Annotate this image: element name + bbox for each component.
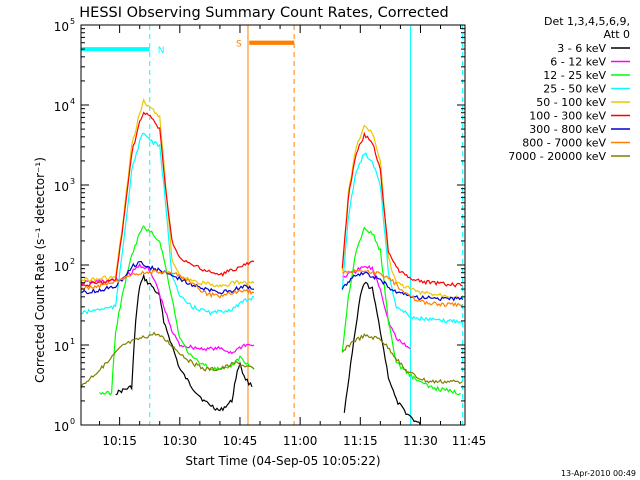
- series-line-8-segment-0: [81, 331, 255, 389]
- y-tick-label: 10: [54, 260, 69, 274]
- series-line-4-segment-1: [341, 124, 464, 299]
- series-line-3-segment-1: [341, 152, 463, 325]
- series-line-6-segment-0: [81, 261, 255, 295]
- y-tick-exponent: 3: [70, 177, 75, 186]
- series-line-5-segment-0: [81, 111, 255, 288]
- series-line-7-segment-1: [342, 269, 463, 308]
- y-tick-label: 10: [54, 100, 69, 114]
- legend-header-line-2: Att 0: [604, 28, 630, 41]
- legend-label: 300 - 800 keV: [529, 123, 606, 136]
- x-axis-label: Start Time (04-Sep-05 10:05:22): [185, 454, 380, 468]
- footer-date: 13-Apr-2010 00:49: [561, 469, 636, 478]
- series-line-6-segment-1: [341, 271, 464, 302]
- legend-label: 100 - 300 keV: [529, 110, 606, 123]
- series-line-2-segment-1: [341, 226, 461, 396]
- legend-label: 6 - 12 keV: [550, 56, 606, 69]
- series-line-8-segment-1: [341, 333, 463, 385]
- y-tick-label: 10: [54, 420, 69, 434]
- series-line-3-segment-0: [81, 132, 255, 316]
- y-tick-exponent: 1: [70, 337, 75, 346]
- legend-label: 3 - 6 keV: [557, 42, 606, 55]
- x-tick-label: 11:45: [452, 434, 487, 448]
- annotation-label-N: N: [158, 46, 165, 56]
- y-tick-exponent: 0: [70, 417, 75, 426]
- series-line-0-segment-0: [115, 273, 253, 412]
- series-line-2-segment-0: [99, 225, 255, 397]
- series-line-0-segment-1: [343, 281, 422, 425]
- y-tick-label: 10: [54, 340, 69, 354]
- y-tick-exponent: 5: [70, 17, 75, 26]
- legend-label: 12 - 25 keV: [543, 69, 606, 82]
- series-line-4-segment-0: [81, 98, 255, 288]
- legend-header-line-1: Det 1,3,4,5,6,9,: [544, 15, 630, 28]
- x-tick-label: 10:15: [102, 434, 137, 448]
- y-tick-exponent: 2: [70, 257, 75, 266]
- legend-label: 25 - 50 keV: [543, 83, 606, 96]
- chart-title: HESSI Observing Summary Count Rates, Cor…: [79, 5, 448, 21]
- x-tick-label: 11:00: [283, 434, 318, 448]
- x-tick-label: 11:15: [343, 434, 378, 448]
- y-tick-label: 10: [54, 180, 69, 194]
- annotation-label-S: S: [236, 40, 242, 50]
- series-line-5-segment-1: [341, 131, 463, 288]
- legend-label: 50 - 100 keV: [536, 96, 606, 109]
- y-axis-label: Corrected Count Rate (s⁻¹ detector⁻¹): [33, 157, 47, 383]
- y-tick-exponent: 4: [70, 97, 75, 106]
- legend-label: 800 - 7000 keV: [522, 137, 606, 150]
- x-tick-label: 10:45: [223, 434, 258, 448]
- plot-frame: [80, 24, 466, 426]
- x-tick-label: 11:30: [403, 434, 438, 448]
- series-line-7-segment-0: [81, 269, 255, 299]
- legend-label: 7000 - 20000 keV: [508, 150, 606, 163]
- x-tick-label: 10:30: [163, 434, 198, 448]
- x-axis: 10:15 10:30 10:45 11:00 11:15 11:30 11:45: [99, 25, 487, 448]
- y-tick-label: 10: [54, 20, 69, 34]
